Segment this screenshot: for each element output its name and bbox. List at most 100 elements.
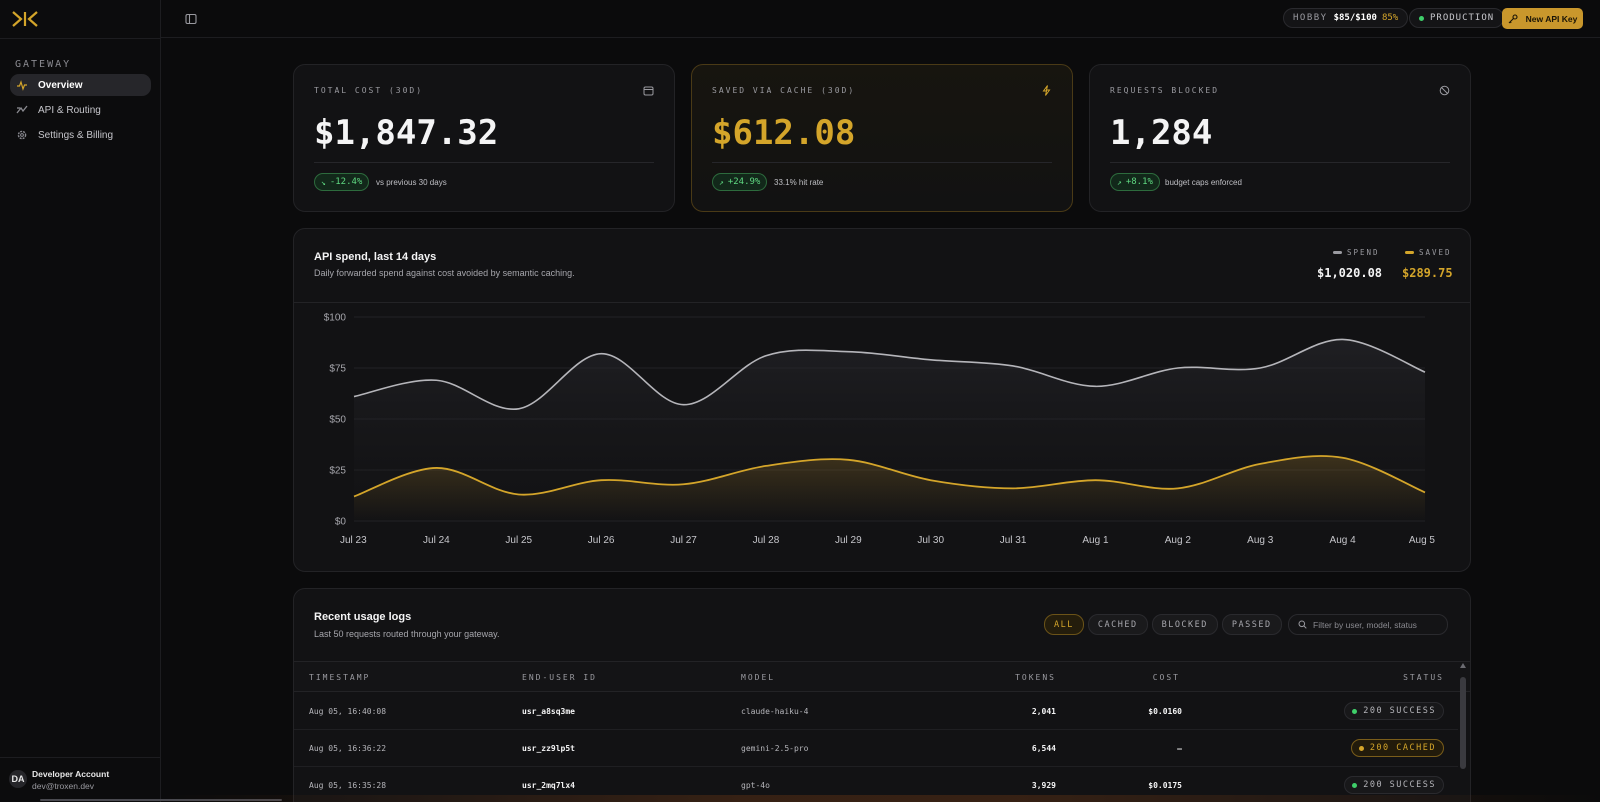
new-api-key-button[interactable]: New API Key xyxy=(1502,8,1583,29)
stat-value: 1,284 xyxy=(1110,113,1213,153)
stat-card-requests-blocked: REQUESTS BLOCKED 1,284 ↗ +8.1% budget ca… xyxy=(1089,64,1471,212)
cell-model: claude-haiku-4 xyxy=(741,707,809,716)
stat-card-saved-via-cache: SAVED VIA CACHE (30D) $612.08 ↗ +24.9% 3… xyxy=(691,64,1073,212)
sidebar-item-label: Overview xyxy=(38,79,83,91)
sidebar-item-api-routing[interactable]: API & Routing xyxy=(10,99,151,121)
log-search[interactable] xyxy=(1288,614,1448,635)
activity-icon xyxy=(16,79,28,91)
scroll-up-icon[interactable] xyxy=(1460,663,1466,668)
chart-title: API spend, last 14 days xyxy=(314,251,437,263)
column-header-cost[interactable]: COST xyxy=(1152,673,1180,682)
x-tick-label: Jul 24 xyxy=(423,535,450,546)
stat-divider xyxy=(314,162,654,163)
cell-cost: $0.0175 xyxy=(1148,781,1182,790)
x-tick-label: Aug 4 xyxy=(1330,535,1357,546)
account-menu[interactable]: DA Developer Account dev@troxen.dev xyxy=(0,757,161,802)
table-row[interactable]: Aug 05, 16:40:08 usr_a8sq3me claude-haik… xyxy=(294,693,1458,730)
bolt-icon xyxy=(1042,85,1051,96)
chart-subtitle: Daily forwarded spend against cost avoid… xyxy=(314,268,575,278)
column-header-model[interactable]: MODEL xyxy=(741,673,776,682)
sidebar: GATEWAY Overview API & Routing Settings … xyxy=(0,0,282,802)
cell-timestamp: Aug 05, 16:36:22 xyxy=(309,744,387,753)
stat-note: budget caps enforced xyxy=(1165,178,1242,187)
x-tick-label: Jul 27 xyxy=(670,535,697,546)
stat-divider xyxy=(1110,162,1450,163)
legend-item-saved[interactable]: SAVED xyxy=(1405,248,1452,257)
filter-blocked[interactable]: BLOCKED xyxy=(1151,614,1218,635)
trend-up-icon: ↗ xyxy=(1117,177,1122,187)
account-name: Developer Account xyxy=(32,769,110,779)
filter-all[interactable]: ALL xyxy=(1044,614,1084,635)
x-tick-label: Jul 29 xyxy=(835,535,862,546)
filter-cached[interactable]: CACHED xyxy=(1087,614,1148,635)
scrollbar-thumb[interactable] xyxy=(1460,677,1466,769)
cell-tokens: 6,544 xyxy=(1031,744,1056,753)
status-dot-icon xyxy=(1352,708,1358,714)
legend-item-spend[interactable]: SPEND xyxy=(1333,248,1380,257)
cell-model: gpt-4o xyxy=(741,781,770,790)
environment-badge[interactable]: PRODUCTION xyxy=(1409,8,1505,28)
saved-area xyxy=(354,455,1425,521)
plan-label: HOBBY xyxy=(1293,13,1328,23)
stat-note: vs previous 30 days xyxy=(376,178,447,187)
x-tick-label: Jul 31 xyxy=(1000,535,1027,546)
saved-line xyxy=(353,455,1426,498)
key-icon xyxy=(1508,13,1518,23)
sidebar-toggle-icon[interactable] xyxy=(185,13,197,25)
column-header-user[interactable]: END-USER ID xyxy=(522,673,597,682)
stat-label: TOTAL COST (30D) xyxy=(314,86,424,95)
sidebar-item-overview[interactable]: Overview xyxy=(10,74,151,96)
logo-icon[interactable] xyxy=(11,10,39,28)
environment-label: PRODUCTION xyxy=(1430,13,1495,23)
legend-total-spend: $1,020.08 xyxy=(1317,266,1383,280)
plan-amount: $85/$100 xyxy=(1333,13,1377,23)
legend-swatch xyxy=(1405,251,1414,254)
sidebar-item-settings-billing[interactable]: Settings & Billing xyxy=(10,124,151,146)
new-api-key-label: New API Key xyxy=(1525,13,1578,24)
spend-area xyxy=(354,339,1425,521)
plan-usage-badge[interactable]: HOBBY $85/$100 85% xyxy=(1283,8,1409,28)
blocked-icon xyxy=(1439,85,1450,96)
y-tick-label: $50 xyxy=(329,415,346,426)
sidebar-nav: Overview API & Routing Settings & Billin… xyxy=(10,74,151,149)
y-tick-label: $100 xyxy=(324,313,347,324)
avatar: DA xyxy=(9,770,27,788)
sidebar-heading: GATEWAY xyxy=(15,59,72,70)
table-row[interactable]: Aug 05, 16:36:22 usr_zz9lp5t gemini-2.5-… xyxy=(294,730,1458,767)
column-header-status[interactable]: STATUS xyxy=(1403,673,1444,682)
table-row[interactable]: Aug 05, 16:35:28 usr_2mq7lx4 gpt-4o 3,92… xyxy=(294,767,1458,802)
status-badge: 200 SUCCESS xyxy=(1344,702,1444,720)
change-badge: ↗ +24.9% xyxy=(712,173,768,191)
top-bar: HOBBY $85/$100 85% PRODUCTION New API Ke… xyxy=(161,0,1600,38)
table-scrollbar[interactable] xyxy=(1460,663,1466,802)
change-value: +8.1% xyxy=(1125,177,1153,187)
cell-user: usr_2mq7lx4 xyxy=(522,781,575,790)
bottom-glow xyxy=(161,795,1600,802)
x-tick-label: Jul 23 xyxy=(340,535,367,546)
x-tick-label: Aug 2 xyxy=(1165,535,1192,546)
status-dot-icon xyxy=(1419,15,1424,21)
log-filters: ALL CACHED BLOCKED PASSED xyxy=(1044,614,1286,635)
legend-label: SPEND xyxy=(1347,248,1380,257)
spend-chart[interactable]: $0 $25 $50 $75 $100 Jul 23 Jul 24 Jul 25 Jul 26 J… xyxy=(294,303,1470,571)
chart-divider xyxy=(294,302,1470,303)
table-header: TIMESTAMP END-USER ID MODEL TOKENS COST … xyxy=(294,661,1470,692)
usage-logs-card: Recent usage logs Last 50 requests route… xyxy=(293,588,1471,802)
sidebar-item-label: API & Routing xyxy=(38,104,101,116)
status-dot-icon xyxy=(1352,782,1358,788)
horizontal-scrollbar[interactable] xyxy=(40,799,282,801)
spend-line xyxy=(353,338,1426,410)
cell-tokens: 2,041 xyxy=(1031,707,1056,716)
spend-chart-card: API spend, last 14 days Daily forwarded … xyxy=(293,228,1471,572)
trend-down-icon: ↘ xyxy=(321,177,326,187)
search-input[interactable] xyxy=(1313,619,1443,630)
x-tick-label: Aug 5 xyxy=(1409,535,1436,546)
column-header-timestamp[interactable]: TIMESTAMP xyxy=(309,673,371,682)
column-header-tokens[interactable]: TOKENS xyxy=(1015,673,1056,682)
stat-label: REQUESTS BLOCKED xyxy=(1110,86,1220,95)
stat-divider xyxy=(712,162,1052,163)
stat-card-total-cost: TOTAL COST (30D) $1,847.32 ↘ -12.4% vs p… xyxy=(293,64,675,212)
filter-passed[interactable]: PASSED xyxy=(1221,614,1282,635)
cell-timestamp: Aug 05, 16:35:28 xyxy=(309,781,387,790)
stat-label: SAVED VIA CACHE (30D) xyxy=(712,86,856,95)
